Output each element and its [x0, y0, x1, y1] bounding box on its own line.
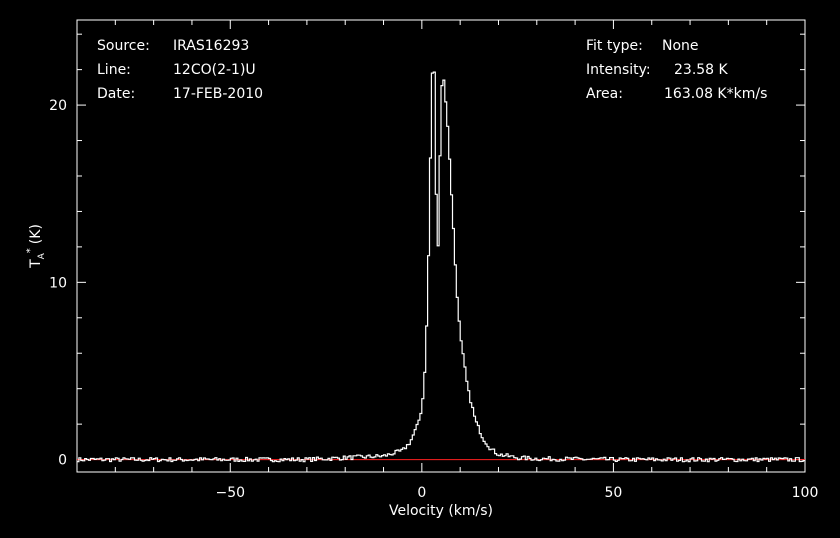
- y-tick-label: 20: [49, 98, 67, 114]
- spectrum-series-line: [77, 71, 805, 463]
- source-label: Source:: [97, 38, 150, 54]
- y-axis-label-sub: A: [37, 252, 47, 259]
- x-tick-label: 100: [792, 485, 819, 501]
- x-tick-label: 50: [605, 485, 623, 501]
- x-tick-label: 0: [417, 485, 426, 501]
- x-tick-label: −50: [215, 485, 245, 501]
- plot-frame: [76, 19, 806, 473]
- intensity-value: 23.58 K: [674, 62, 729, 78]
- y-tick-label: 0: [58, 453, 67, 469]
- y-axis-label-main: T: [28, 259, 44, 269]
- line-value: 12CO(2-1)U: [173, 62, 256, 78]
- tick-labels: −50 0 50 100 0 10 20: [49, 98, 818, 501]
- line-label: Line:: [97, 62, 131, 78]
- source-value: IRAS16293: [173, 38, 249, 54]
- y-axis-label: TA* (K): [25, 224, 47, 269]
- x-axis-label: Velocity (km/s): [389, 503, 493, 519]
- axis-ticks: [76, 20, 806, 472]
- y-tick-label: 10: [49, 275, 67, 291]
- date-value: 17-FEB-2010: [173, 86, 263, 102]
- y-axis-label-sup: *: [25, 248, 36, 253]
- svg-text:TA*(K): TA* (K): [25, 224, 47, 269]
- area-value: 163.08 K*km/s: [664, 86, 767, 102]
- fit-type-value: None: [662, 38, 699, 54]
- intensity-label: Intensity:: [586, 62, 651, 78]
- y-axis-label-unit: (K): [28, 224, 44, 244]
- date-label: Date:: [97, 86, 135, 102]
- area-label: Area:: [586, 86, 623, 102]
- fit-type-label: Fit type:: [586, 38, 643, 54]
